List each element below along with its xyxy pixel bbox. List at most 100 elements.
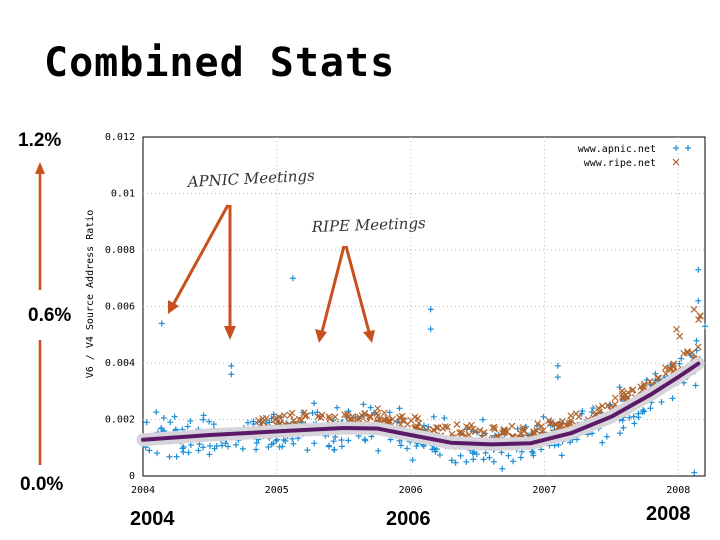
apnic-point bbox=[244, 419, 251, 426]
ripe-point bbox=[326, 415, 334, 423]
apnic-point bbox=[187, 418, 194, 425]
apnic-point bbox=[436, 451, 443, 458]
ripe-point bbox=[534, 420, 542, 428]
apnic-point bbox=[630, 413, 637, 420]
apnic-point bbox=[158, 320, 165, 327]
ripe-point bbox=[530, 428, 537, 436]
ripe-point bbox=[343, 410, 351, 418]
apnic-point bbox=[480, 456, 487, 463]
ripe-point bbox=[325, 413, 333, 420]
apnic-point bbox=[457, 452, 464, 459]
apnic-point bbox=[266, 419, 273, 426]
apnic-point bbox=[334, 404, 341, 411]
apnic-point bbox=[479, 416, 486, 423]
ripe-point bbox=[380, 409, 388, 417]
scale-arrow bbox=[35, 162, 45, 465]
apnic-point bbox=[167, 419, 174, 426]
ripe-point bbox=[480, 429, 488, 437]
apnic-point bbox=[146, 447, 153, 454]
x-tick-label: 2006 bbox=[399, 485, 423, 496]
ripe-point bbox=[646, 377, 654, 385]
apnic-point bbox=[486, 454, 493, 461]
apnic-point bbox=[360, 401, 367, 408]
ripe-point bbox=[695, 316, 703, 324]
apnic-point bbox=[273, 437, 280, 444]
apnic-point bbox=[616, 384, 623, 391]
apnic-point bbox=[676, 360, 683, 367]
ripe-point bbox=[694, 343, 702, 351]
apnic-point bbox=[409, 457, 416, 464]
ripe-point bbox=[341, 411, 349, 419]
ripe-point bbox=[696, 312, 704, 320]
ripe-point bbox=[275, 413, 283, 421]
apnic-point bbox=[691, 469, 698, 476]
apnic-point bbox=[427, 306, 434, 313]
ripe-point bbox=[374, 412, 382, 420]
apnic-point bbox=[180, 443, 187, 450]
apnic-point bbox=[567, 439, 574, 446]
apnic-point bbox=[154, 450, 161, 457]
apnic-point bbox=[160, 415, 167, 422]
apnic-point bbox=[386, 409, 393, 416]
apnic-point bbox=[404, 445, 411, 452]
ripe-point bbox=[290, 417, 298, 425]
ripe-point bbox=[508, 422, 516, 430]
apnic-point bbox=[290, 440, 297, 447]
apnic-point bbox=[499, 465, 506, 472]
y-axis-label: V6 / V4 Source Address Ratio bbox=[85, 210, 96, 379]
ripe-point bbox=[432, 424, 440, 431]
apnic-point bbox=[309, 409, 316, 416]
ripe-point bbox=[611, 394, 619, 402]
ripe-point bbox=[669, 362, 677, 370]
apnic-point bbox=[413, 443, 420, 450]
apnic-point bbox=[253, 446, 260, 453]
ripe-point bbox=[604, 402, 612, 409]
apnic-point bbox=[647, 405, 654, 412]
slide-title: Combined Stats bbox=[44, 40, 396, 86]
ripe-point bbox=[673, 325, 680, 333]
ripe-point bbox=[318, 411, 326, 419]
apnic-point bbox=[463, 458, 470, 465]
apnic-point bbox=[200, 416, 207, 423]
apnic-point bbox=[158, 425, 165, 432]
label-mid-percent: 0.6% bbox=[28, 305, 72, 326]
ripe-point bbox=[259, 418, 267, 426]
ripe-point bbox=[640, 382, 648, 390]
apnic-point bbox=[639, 408, 646, 415]
annotation-ripe-meetings: RIPE Meetings bbox=[311, 214, 427, 236]
apnic-point bbox=[270, 411, 277, 418]
ripe-point bbox=[567, 419, 575, 427]
apnic-point bbox=[448, 457, 455, 464]
apnic-point bbox=[253, 439, 260, 446]
ripe-point bbox=[389, 415, 396, 423]
ripe-point bbox=[415, 419, 423, 427]
ripe-point bbox=[654, 374, 662, 382]
ripe-point bbox=[519, 424, 527, 431]
label-top-percent: 1.2% bbox=[18, 130, 62, 151]
ripe-point bbox=[476, 426, 484, 434]
x-tick-label: 2005 bbox=[265, 485, 289, 496]
ripe-point bbox=[490, 423, 498, 431]
apnic-point bbox=[590, 405, 597, 412]
ripe-point bbox=[255, 417, 262, 424]
year-label-2004: 2004 bbox=[130, 508, 175, 530]
apnic-point bbox=[185, 449, 192, 456]
ripe-point bbox=[366, 413, 374, 421]
apnic-point bbox=[195, 447, 202, 454]
annotation-arrows bbox=[168, 204, 375, 343]
apnic-point bbox=[470, 456, 477, 463]
apnic-point bbox=[441, 415, 448, 422]
apnic-point bbox=[693, 337, 700, 344]
apnic-point bbox=[362, 437, 369, 444]
apnic-point bbox=[397, 442, 404, 449]
apnic-point bbox=[658, 399, 665, 406]
ripe-point bbox=[680, 349, 688, 357]
ripe-point bbox=[655, 374, 663, 382]
apnic-point bbox=[626, 414, 633, 421]
apnic-point bbox=[367, 404, 374, 411]
apnic-point bbox=[228, 362, 235, 369]
apnic-point bbox=[635, 410, 642, 417]
ripe-point bbox=[457, 428, 465, 436]
year-label-2008: 2008 bbox=[646, 503, 691, 525]
ripe-point bbox=[690, 306, 698, 313]
